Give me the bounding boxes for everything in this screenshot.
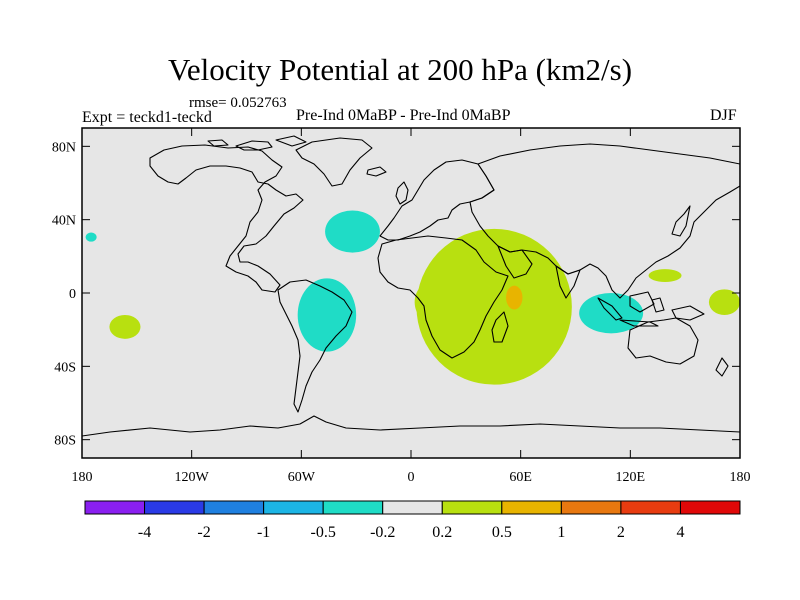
experiment-label: Expt = teckd1-teckd xyxy=(82,109,212,126)
chart-title: Velocity Potential at 200 hPa (km2/s) xyxy=(167,52,633,87)
x-tick-label: 60E xyxy=(509,470,532,485)
region-madagascar-max xyxy=(506,285,523,310)
colorbar-label: -0.5 xyxy=(311,524,336,541)
colorbar-swatch xyxy=(382,500,443,515)
map-background xyxy=(82,128,740,458)
coastlines xyxy=(82,135,740,437)
colorbar-swatch xyxy=(679,500,741,515)
x-tick-label: 120W xyxy=(175,470,210,485)
colorbar-label: 0.2 xyxy=(432,524,452,541)
colorbar-swatch xyxy=(501,500,562,515)
rmse-label: rmse= 0.052763 xyxy=(189,95,287,111)
x-tick-label: 180 xyxy=(730,470,751,485)
colorbar-swatch xyxy=(263,500,324,515)
comparison-label: Pre-Ind 0MaBP - Pre-Ind 0MaBP xyxy=(296,107,511,124)
y-tick-label: 40N xyxy=(52,214,76,229)
region-south-america xyxy=(297,278,357,352)
colorbar-swatch xyxy=(560,500,622,515)
region-west-pacific xyxy=(708,289,740,315)
y-tick-label: 80S xyxy=(54,434,76,449)
colorbar-label: 2 xyxy=(617,524,625,541)
season-label: DJF xyxy=(710,107,737,124)
y-tick-label: 40S xyxy=(54,360,76,375)
region-south-pacific xyxy=(109,315,141,339)
region-indian-ocean xyxy=(416,228,572,385)
colorbar-label: -4 xyxy=(138,524,151,541)
region-east-pacific-small xyxy=(85,232,97,242)
colorbar-label: -2 xyxy=(197,524,210,541)
colorbar-label: -1 xyxy=(257,524,270,541)
colorbar-swatch xyxy=(84,500,146,515)
colorbar-swatch xyxy=(144,500,205,515)
region-philippine-sea xyxy=(648,269,682,283)
colorbar-label: 1 xyxy=(557,524,565,541)
colorbar-label: -0.2 xyxy=(370,524,395,541)
y-tick-label: 0 xyxy=(69,287,76,302)
colorbar-label: 4 xyxy=(676,524,684,541)
colorbar-swatch xyxy=(620,500,681,515)
region-north-atlantic xyxy=(325,210,380,253)
region-indonesia xyxy=(579,293,644,334)
colorbar-swatch xyxy=(322,500,384,515)
x-tick-label: 60W xyxy=(288,470,316,485)
y-tick-label: 80N xyxy=(52,140,76,155)
x-tick-label: 0 xyxy=(408,470,415,485)
x-tick-label: 180 xyxy=(72,470,93,485)
x-tick-label: 120E xyxy=(616,470,646,485)
colorbar-swatch xyxy=(203,500,265,515)
colorbar-label: 0.5 xyxy=(492,524,512,541)
colorbar-swatch xyxy=(441,500,503,515)
